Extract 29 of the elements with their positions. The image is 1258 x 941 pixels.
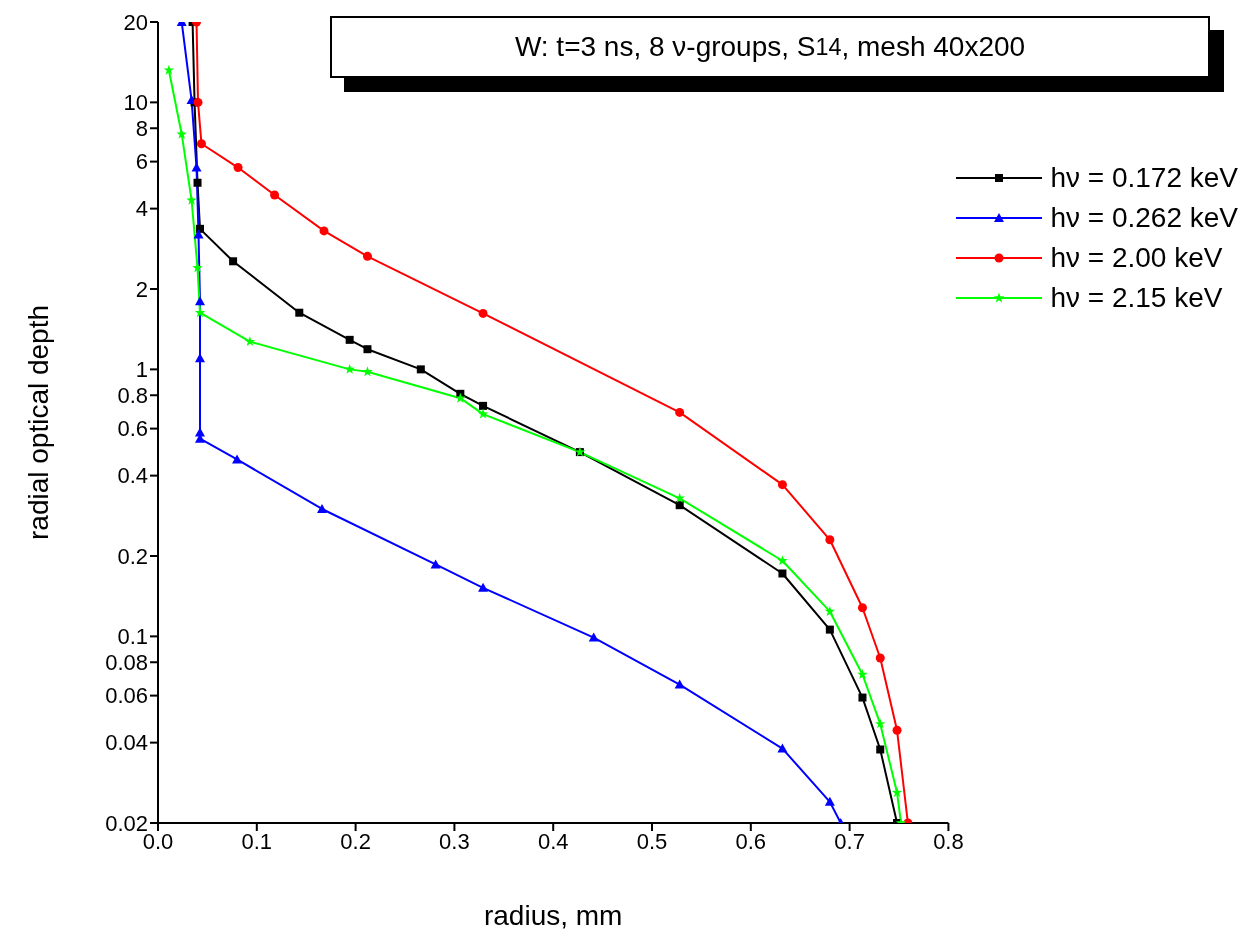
y-tick-label: 0.6 <box>117 416 148 442</box>
y-tick-label: 2 <box>135 276 148 302</box>
x-tick-label: 0.4 <box>537 828 569 854</box>
y-tick-label: 0.04 <box>105 730 148 756</box>
legend-label: hν = 2.00 keV <box>1050 241 1223 275</box>
legend-label: hν = 0.172 keV <box>1050 161 1238 195</box>
y-tick-label: 4 <box>135 196 148 222</box>
x-tick-label: 0.1 <box>241 828 273 854</box>
y-tick-label: 0.06 <box>105 683 148 709</box>
y-tick-label: 0.2 <box>117 543 148 569</box>
x-tick-label: 0.8 <box>933 828 964 854</box>
x-tick-label: 0.2 <box>340 828 371 854</box>
y-tick-label: 0.8 <box>117 383 148 409</box>
x-tick-label: 0.5 <box>636 828 668 854</box>
y-tick-label: 20 <box>123 9 148 35</box>
y-tick-label: 8 <box>135 116 148 142</box>
y-tick-label: 10 <box>123 90 148 116</box>
legend-label: hν = 2.15 keV <box>1050 281 1223 315</box>
x-tick-label: 0.3 <box>439 828 470 854</box>
legend-label: hν = 0.262 keV <box>1050 201 1238 235</box>
x-tick-label: 0.7 <box>834 828 865 854</box>
y-tick-label: 0.08 <box>105 650 148 676</box>
x-tick-label: 0.6 <box>735 828 767 854</box>
x-axis-title: radius, mm <box>483 900 623 931</box>
y-tick-label: 6 <box>135 149 148 175</box>
y-tick-label: 1 <box>135 357 148 383</box>
y-axis-title: radial optical depth <box>22 304 54 541</box>
y-tick-label: 0.4 <box>117 463 148 489</box>
y-tick-label: 0.1 <box>117 624 148 650</box>
